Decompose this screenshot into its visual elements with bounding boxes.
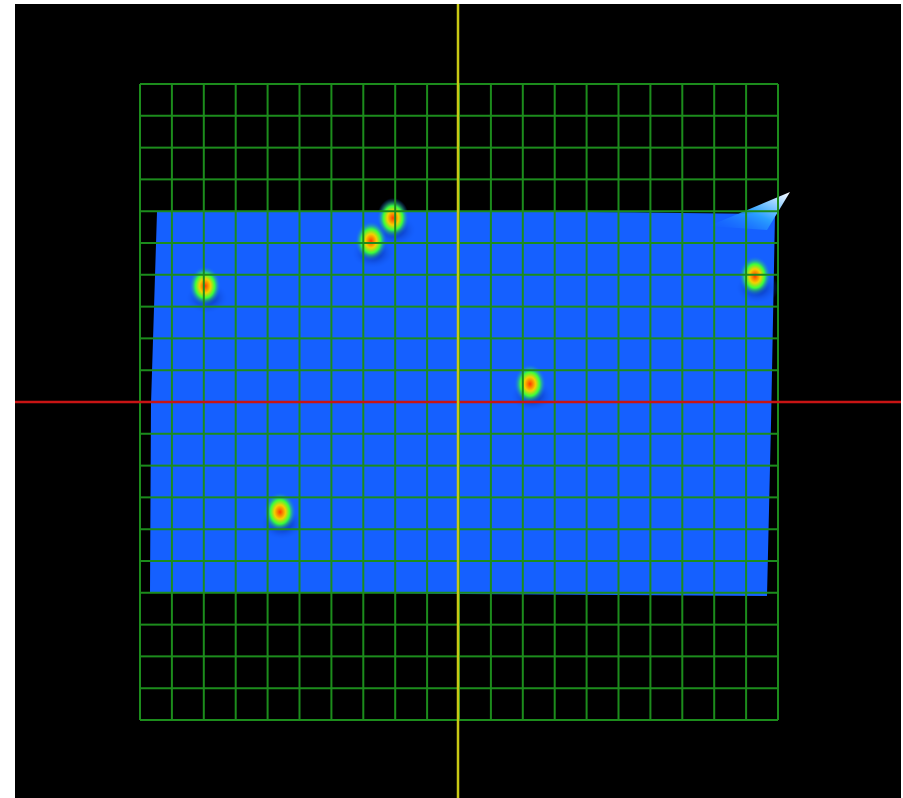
surface-scene[interactable] <box>15 4 901 798</box>
surface-sheet <box>150 211 775 596</box>
peak-1 <box>189 266 221 306</box>
peak-6 <box>739 256 771 296</box>
peak-3 <box>377 198 409 238</box>
3d-viewport[interactable] <box>15 4 901 798</box>
peak-5 <box>264 492 296 532</box>
